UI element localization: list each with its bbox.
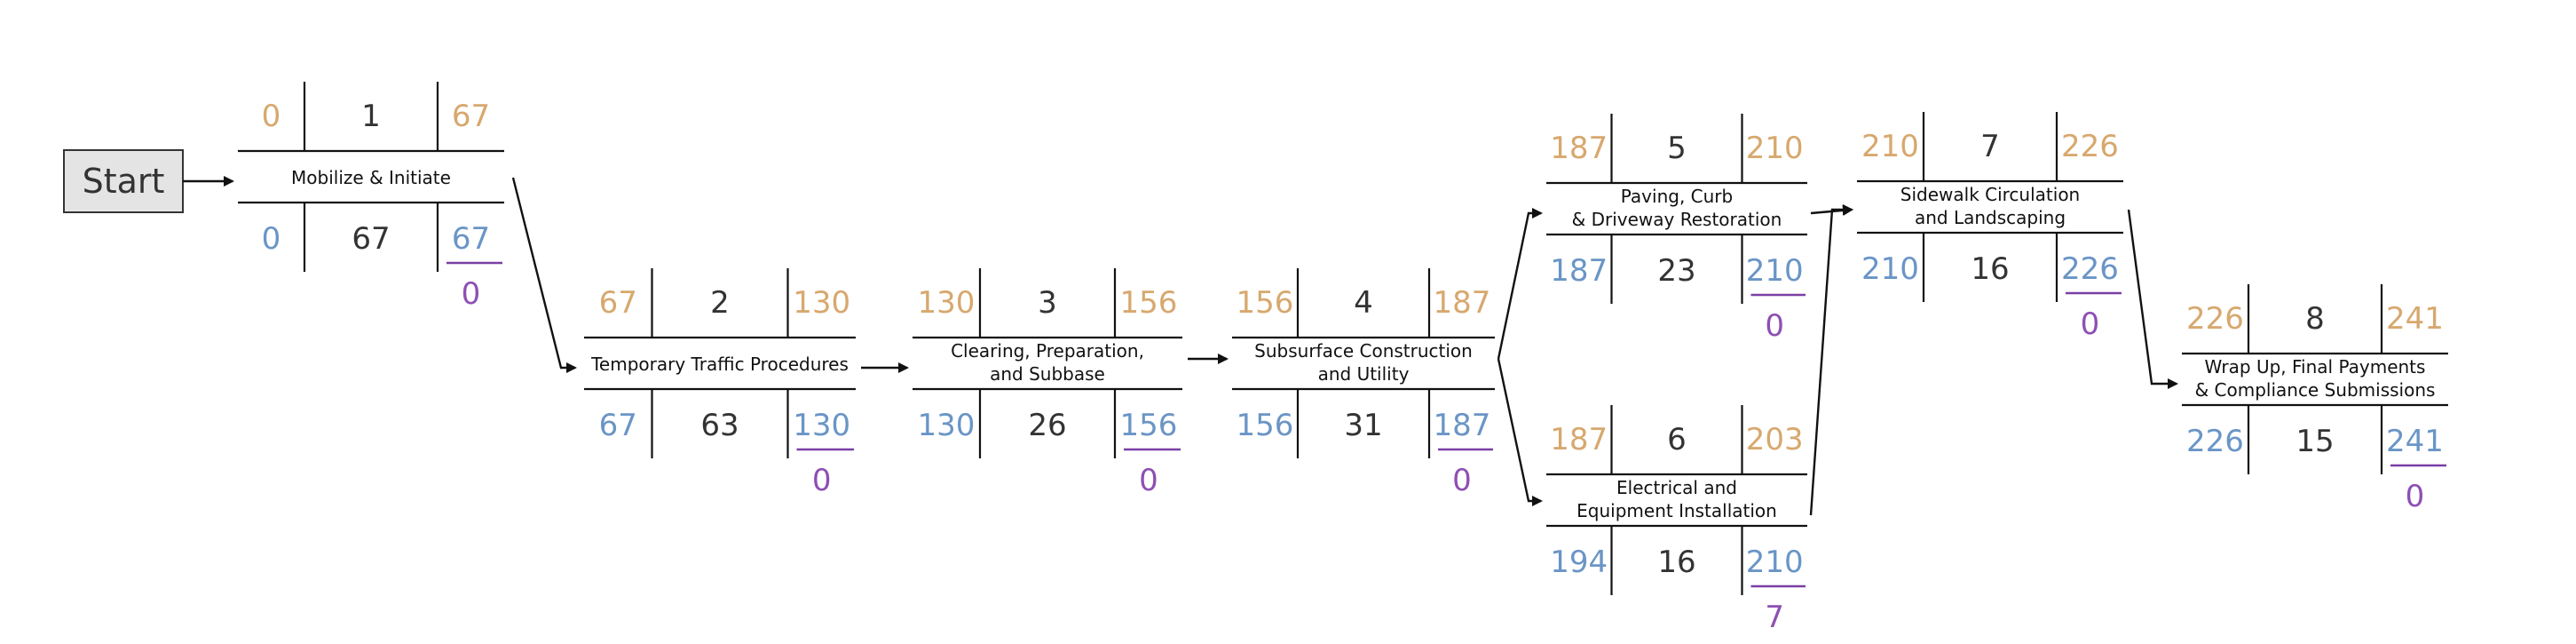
late-start: 156 bbox=[1237, 408, 1294, 443]
activity-node-1: 0 1 67 Mobilize & Initiate 0 67 67 0 bbox=[238, 82, 504, 312]
early-start: 210 bbox=[1861, 129, 1919, 164]
activity-name: Mobilize & Initiate bbox=[291, 167, 451, 188]
late-start: 67 bbox=[599, 408, 637, 443]
activity-node-3: 130 3 156 Clearing, Preparation,and Subbase… bbox=[913, 268, 1182, 498]
late-finish: 210 bbox=[1746, 545, 1804, 580]
duration: 16 bbox=[1971, 251, 2009, 287]
early-start: 67 bbox=[599, 285, 637, 321]
late-start: 0 bbox=[262, 221, 281, 257]
activity-name: Sidewalk Circulation bbox=[1900, 184, 2080, 205]
activity-id: 3 bbox=[1038, 285, 1057, 321]
activity-id: 6 bbox=[1667, 422, 1687, 457]
activity-name: and Landscaping bbox=[1915, 207, 2066, 228]
early-finish: 187 bbox=[1434, 285, 1491, 321]
late-start: 194 bbox=[1550, 545, 1608, 580]
activity-id: 1 bbox=[361, 99, 381, 134]
late-finish: 210 bbox=[1746, 253, 1804, 289]
activity-id: 8 bbox=[2305, 301, 2325, 337]
activity-name: Temporary Traffic Procedures bbox=[590, 354, 849, 375]
activity-name: Paving, Curb bbox=[1621, 186, 1733, 207]
total-float: 7 bbox=[1765, 600, 1784, 635]
activity-node-8: 226 8 241 Wrap Up, Final Payments& Complian… bbox=[2182, 284, 2448, 514]
duration: 15 bbox=[2295, 424, 2334, 459]
arrow-4-to-5 bbox=[1497, 208, 1543, 360]
duration: 67 bbox=[352, 221, 390, 257]
late-finish: 241 bbox=[2386, 424, 2444, 459]
late-start: 226 bbox=[2186, 424, 2244, 459]
activity-node-5: 187 5 210 Paving, Curb& Driveway Restoratio… bbox=[1546, 114, 1807, 344]
total-float: 0 bbox=[1765, 308, 1784, 344]
activity-name: Equipment Installation bbox=[1576, 500, 1777, 521]
activity-name: Electrical and bbox=[1616, 477, 1737, 498]
early-finish: 241 bbox=[2386, 301, 2444, 337]
total-float: 0 bbox=[812, 463, 832, 498]
early-start: 187 bbox=[1550, 422, 1608, 457]
duration: 23 bbox=[1657, 253, 1695, 289]
arrow-6-to-7 bbox=[1809, 204, 1853, 516]
total-float: 0 bbox=[462, 276, 481, 312]
early-finish: 210 bbox=[1746, 131, 1804, 166]
connectors bbox=[183, 176, 2178, 516]
arrow-4-to-6 bbox=[1497, 358, 1543, 506]
duration: 26 bbox=[1028, 408, 1066, 443]
total-float: 0 bbox=[1139, 463, 1158, 498]
total-float: 0 bbox=[2406, 479, 2425, 514]
activity-name: Clearing, Preparation, bbox=[951, 340, 1144, 362]
activity-node-2: 67 2 130 Temporary Traffic Procedures 67 63 13… bbox=[584, 268, 856, 498]
activity-name: and Subbase bbox=[990, 363, 1105, 385]
early-start: 130 bbox=[918, 285, 976, 321]
duration: 63 bbox=[700, 408, 739, 443]
activity-id: 5 bbox=[1667, 131, 1687, 166]
duration: 16 bbox=[1657, 545, 1695, 580]
activity-id: 7 bbox=[1980, 129, 2000, 164]
activity-name: and Utility bbox=[1318, 363, 1410, 385]
late-finish: 67 bbox=[452, 221, 490, 257]
late-start: 187 bbox=[1550, 253, 1608, 289]
arrow-7-to-8 bbox=[2127, 209, 2178, 389]
start-label: Start bbox=[83, 162, 165, 201]
activity-id: 4 bbox=[1354, 285, 1373, 321]
early-finish: 156 bbox=[1120, 285, 1178, 321]
arrow-1-to-2 bbox=[511, 177, 577, 373]
early-finish: 67 bbox=[452, 99, 490, 134]
late-start: 130 bbox=[918, 408, 976, 443]
activity-name: & Driveway Restoration bbox=[1572, 209, 1782, 230]
early-start: 187 bbox=[1550, 131, 1608, 166]
early-finish: 226 bbox=[2061, 129, 2119, 164]
early-start: 0 bbox=[262, 99, 281, 134]
total-float: 0 bbox=[1452, 463, 1472, 498]
early-finish: 130 bbox=[793, 285, 850, 321]
activity-name: Subsurface Construction bbox=[1254, 340, 1473, 362]
late-finish: 130 bbox=[793, 408, 850, 443]
total-float: 0 bbox=[2081, 306, 2100, 342]
activity-name: & Compliance Submissions bbox=[2195, 379, 2436, 401]
activity-id: 2 bbox=[710, 285, 730, 321]
activity-name: Wrap Up, Final Payments bbox=[2205, 356, 2426, 378]
early-start: 156 bbox=[1237, 285, 1294, 321]
early-start: 226 bbox=[2186, 301, 2244, 337]
late-finish: 156 bbox=[1120, 408, 1178, 443]
start-node: Start bbox=[63, 149, 184, 213]
late-finish: 187 bbox=[1434, 408, 1491, 443]
duration: 31 bbox=[1344, 408, 1382, 443]
early-finish: 203 bbox=[1746, 422, 1804, 457]
late-start: 210 bbox=[1861, 251, 1919, 287]
late-finish: 226 bbox=[2061, 251, 2119, 287]
